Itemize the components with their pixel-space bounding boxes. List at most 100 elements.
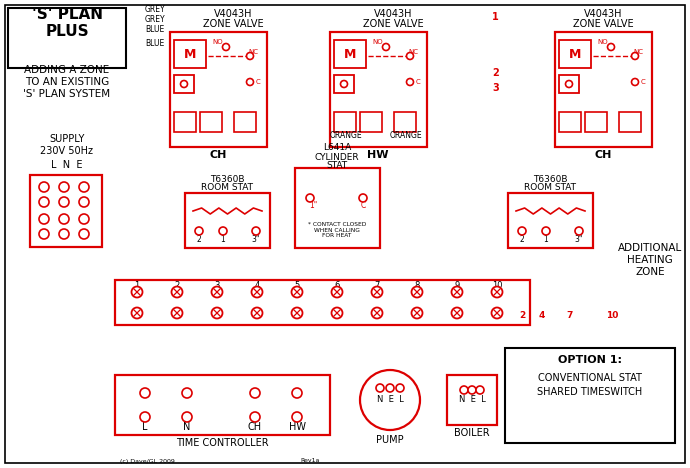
Circle shape	[491, 286, 502, 298]
Text: 3: 3	[492, 83, 499, 93]
Text: ADDITIONAL
HEATING
ZONE: ADDITIONAL HEATING ZONE	[618, 243, 682, 277]
Text: CH: CH	[209, 150, 227, 160]
Text: ADDING A ZONE
TO AN EXISTING
'S' PLAN SYSTEM: ADDING A ZONE TO AN EXISTING 'S' PLAN SY…	[23, 65, 110, 99]
Text: ZONE VALVE: ZONE VALVE	[363, 19, 423, 29]
Bar	[585, 112, 607, 132]
Text: NO: NO	[598, 39, 609, 45]
Text: * CONTACT CLOSED
WHEN CALLING
FOR HEAT: * CONTACT CLOSED WHEN CALLING FOR HEAT	[308, 222, 366, 238]
Circle shape	[59, 214, 69, 224]
Bar	[447, 375, 497, 425]
Bar	[559, 112, 581, 132]
Bar	[619, 112, 641, 132]
Text: 2: 2	[175, 280, 179, 290]
Text: T6360B: T6360B	[210, 175, 244, 183]
Circle shape	[251, 286, 262, 298]
Bar	[200, 112, 222, 132]
Circle shape	[172, 286, 182, 298]
Bar	[330, 32, 427, 147]
Circle shape	[331, 307, 342, 319]
Bar	[505, 348, 675, 443]
Text: STAT: STAT	[326, 161, 348, 170]
Text: 3: 3	[215, 280, 219, 290]
Text: ORANGE: ORANGE	[390, 131, 422, 140]
Text: V4043H: V4043H	[584, 9, 622, 19]
Text: ROOM STAT: ROOM STAT	[201, 183, 253, 192]
Text: 1": 1"	[309, 202, 317, 211]
Circle shape	[140, 388, 150, 398]
Bar	[295, 168, 380, 248]
Bar	[394, 112, 416, 132]
Circle shape	[246, 79, 253, 86]
Text: 4: 4	[539, 310, 545, 320]
Text: Rev1a: Rev1a	[300, 459, 319, 463]
Circle shape	[371, 307, 382, 319]
Text: SUPPLY
230V 50Hz: SUPPLY 230V 50Hz	[41, 134, 94, 156]
Circle shape	[542, 227, 550, 235]
Text: 2: 2	[520, 234, 524, 243]
Circle shape	[132, 307, 143, 319]
Circle shape	[250, 412, 260, 422]
Circle shape	[79, 229, 89, 239]
Bar	[559, 75, 579, 93]
Circle shape	[451, 307, 462, 319]
Text: 1: 1	[135, 280, 139, 290]
Circle shape	[39, 182, 49, 192]
Text: HW: HW	[367, 150, 388, 160]
Bar	[488, 8, 680, 313]
Circle shape	[376, 384, 384, 392]
Circle shape	[79, 182, 89, 192]
Bar	[30, 175, 102, 247]
Text: NC: NC	[408, 49, 418, 55]
Bar	[508, 193, 593, 248]
Circle shape	[306, 194, 314, 202]
Circle shape	[182, 388, 192, 398]
Text: N  E  L: N E L	[459, 395, 485, 404]
Text: N  E  L: N E L	[377, 395, 404, 404]
Text: OPTION 1:: OPTION 1:	[558, 355, 622, 365]
Text: 2: 2	[197, 234, 201, 243]
Text: CONVENTIONAL STAT
SHARED TIMESWITCH: CONVENTIONAL STAT SHARED TIMESWITCH	[538, 373, 642, 396]
Circle shape	[575, 227, 583, 235]
Circle shape	[59, 229, 69, 239]
Circle shape	[607, 44, 615, 51]
Circle shape	[212, 307, 222, 319]
Circle shape	[468, 386, 476, 394]
Text: 10: 10	[606, 310, 618, 320]
Text: BLUE: BLUE	[145, 25, 164, 34]
Text: 9: 9	[455, 280, 460, 290]
Text: C: C	[640, 79, 645, 85]
Text: TIME CONTROLLER: TIME CONTROLLER	[176, 438, 268, 448]
Circle shape	[291, 286, 302, 298]
Text: 10: 10	[492, 280, 502, 290]
Text: M: M	[569, 47, 581, 60]
Text: CH: CH	[248, 422, 262, 432]
Text: 2: 2	[492, 68, 499, 78]
Circle shape	[491, 307, 502, 319]
Circle shape	[39, 229, 49, 239]
Text: (c) Dave/GL 2009: (c) Dave/GL 2009	[120, 459, 175, 463]
Circle shape	[566, 80, 573, 88]
Circle shape	[132, 286, 143, 298]
Text: C: C	[415, 79, 420, 85]
Bar	[170, 32, 267, 147]
Text: PUMP: PUMP	[376, 435, 404, 445]
Bar	[360, 112, 382, 132]
Text: 4: 4	[255, 280, 259, 290]
Circle shape	[292, 412, 302, 422]
Circle shape	[79, 197, 89, 207]
Text: CYLINDER: CYLINDER	[315, 153, 359, 161]
Circle shape	[59, 182, 69, 192]
Text: M: M	[344, 47, 356, 60]
Text: L: L	[142, 422, 148, 432]
Circle shape	[451, 286, 462, 298]
Text: V4043H: V4043H	[374, 9, 412, 19]
Circle shape	[396, 384, 404, 392]
Circle shape	[518, 227, 526, 235]
Circle shape	[212, 286, 222, 298]
Circle shape	[182, 412, 192, 422]
Text: 7: 7	[374, 280, 380, 290]
Text: 6: 6	[335, 280, 339, 290]
Bar	[174, 112, 196, 132]
Text: 2: 2	[519, 310, 525, 320]
Circle shape	[631, 79, 638, 86]
